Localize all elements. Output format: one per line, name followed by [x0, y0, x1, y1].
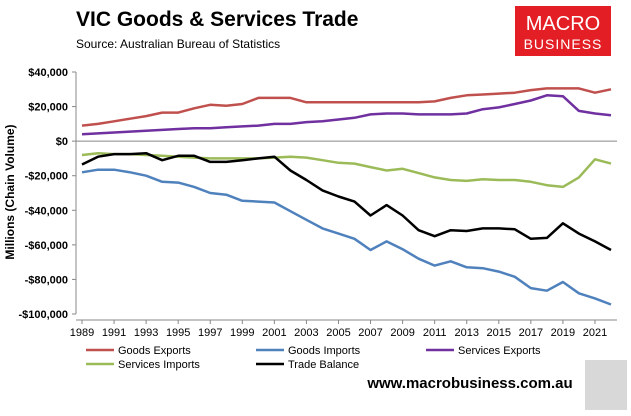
- y-tick-label: $0: [56, 136, 68, 148]
- x-tick-label: 1997: [198, 327, 222, 339]
- y-tick-label: -$100,000: [18, 309, 68, 321]
- x-tick-label: 2005: [326, 327, 350, 339]
- legend-label: Trade Balance: [288, 359, 359, 371]
- y-tick-label: -$40,000: [25, 205, 68, 217]
- x-tick-label: 2017: [519, 327, 543, 339]
- x-tick-label: 2003: [294, 327, 318, 339]
- chart-subtitle: Source: Australian Bureau of Statistics: [76, 37, 280, 51]
- x-tick-label: 1995: [166, 327, 190, 339]
- x-tick-label: 2001: [262, 327, 286, 339]
- x-tick-label: 2021: [583, 327, 607, 339]
- series-line: [81, 87, 612, 127]
- x-tick-label: 1989: [70, 327, 94, 339]
- series-line: [81, 151, 612, 252]
- x-tick-label: 2013: [454, 327, 478, 339]
- series-line: [81, 94, 612, 136]
- legend-label: Services Imports: [118, 359, 200, 371]
- logo-box: [515, 6, 611, 56]
- y-tick-label: $20,000: [28, 102, 68, 114]
- x-tick-label: 1993: [134, 327, 158, 339]
- x-tick-label: 1999: [230, 327, 254, 339]
- y-tick-label: -$60,000: [25, 240, 68, 252]
- legend-label: Services Exports: [458, 345, 541, 357]
- y-tick-label: $40,000: [28, 67, 68, 79]
- chart-title: VIC Goods & Services Trade: [76, 8, 358, 31]
- x-tick-label: 2009: [390, 327, 414, 339]
- series-line: [81, 168, 612, 306]
- y-tick-label: -$80,000: [25, 274, 68, 286]
- x-tick-label: 2015: [487, 327, 511, 339]
- logo-text: BUSINESS: [524, 36, 603, 52]
- series-line: [81, 151, 612, 189]
- legend-label: Goods Imports: [288, 345, 361, 357]
- legend-label: Goods Exports: [118, 345, 191, 357]
- x-tick-label: 1991: [102, 327, 126, 339]
- logo-text: MACRO: [526, 13, 600, 35]
- x-tick-label: 2007: [358, 327, 382, 339]
- x-tick-label: 2019: [551, 327, 575, 339]
- y-tick-label: -$20,000: [25, 171, 68, 183]
- footer-url: www.macrobusiness.com.au: [366, 375, 572, 392]
- y-axis-label: Millions (Chain Volume): [3, 124, 17, 259]
- x-tick-label: 2011: [423, 327, 447, 339]
- fox-logo: [585, 360, 627, 410]
